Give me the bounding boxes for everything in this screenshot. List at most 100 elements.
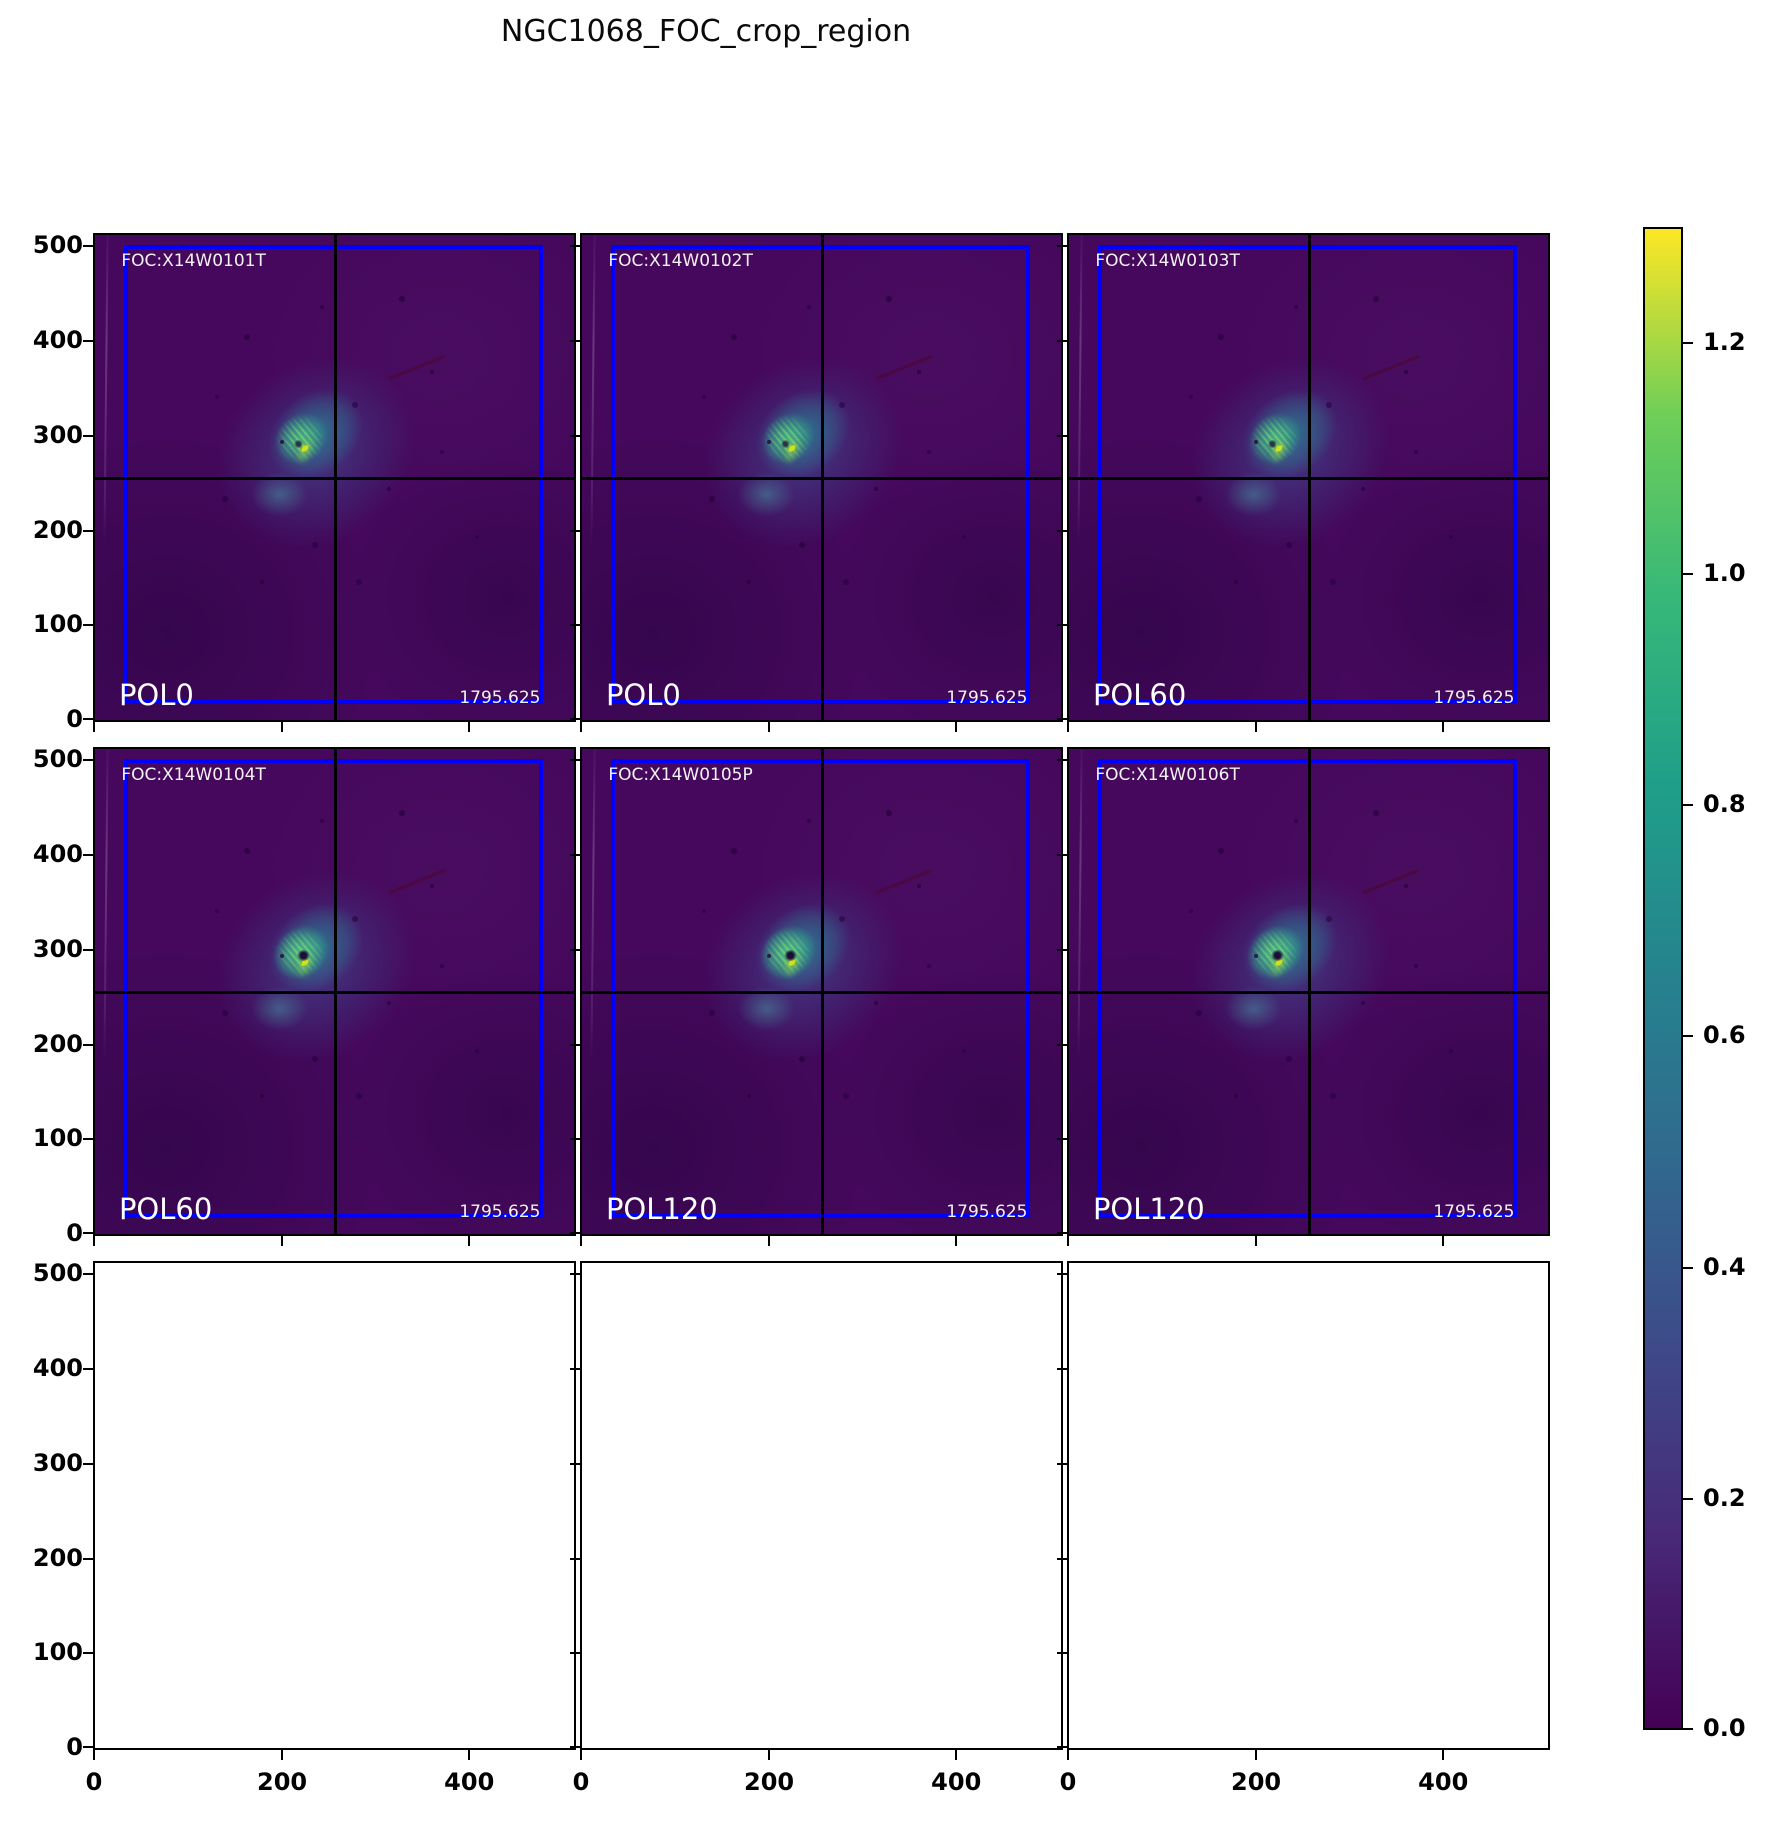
colorbar-tick: [1683, 1728, 1693, 1730]
x-tick: [281, 1750, 284, 1760]
y-tick: [570, 948, 580, 951]
colorbar-tick-label: 0.2: [1703, 1484, 1746, 1512]
foc-id-label: FOC:X14W0105P: [608, 765, 753, 786]
colorbar-tick: [1683, 804, 1693, 806]
crosshair-horizontal: [582, 476, 1061, 480]
y-tick: [1057, 1043, 1067, 1046]
x-tick: [1442, 722, 1445, 732]
x-tick: [1067, 1236, 1069, 1246]
image-panel-r1c1: FOC:X14W0105P POL120 1795.625: [570, 747, 1063, 1246]
annotation-value: 1795.625: [459, 688, 541, 709]
x-tick: [580, 1236, 582, 1246]
y-tick: [570, 529, 580, 532]
foc-id-label: FOC:X14W0101T: [121, 251, 266, 272]
y-tick: [1057, 1652, 1067, 1655]
detector-speckles: [582, 235, 586, 239]
y-tick: [1057, 434, 1067, 437]
crosshair-horizontal: [95, 990, 574, 994]
y-tick: [1057, 529, 1067, 532]
pol-filter-label: POL0: [118, 678, 194, 713]
pol-filter-label: POL60: [118, 1192, 213, 1227]
detector-speckles: [1069, 749, 1073, 753]
y-tick: [1057, 718, 1067, 720]
y-tick: [1057, 624, 1067, 627]
x-tick: [93, 722, 95, 732]
y-tick: [570, 1138, 580, 1141]
y-tick: [83, 624, 93, 627]
dark-nucleus: [781, 439, 791, 448]
y-tick-label: 500: [32, 745, 83, 774]
y-tick-label: 0: [66, 1219, 83, 1247]
y-tick: [570, 718, 580, 720]
dark-nucleus: [1268, 439, 1278, 448]
x-tick: [768, 722, 771, 732]
x-tick: [955, 1750, 958, 1760]
x-tick: [1442, 1750, 1445, 1760]
x-tick: [93, 1750, 95, 1760]
y-tick-label: 100: [32, 1124, 83, 1153]
colorbar: [1643, 227, 1683, 1730]
y-tick-label: 200: [32, 515, 83, 544]
y-tick: [570, 624, 580, 627]
dark-nucleus: [784, 950, 798, 962]
crosshair-horizontal: [95, 476, 574, 480]
empty-panel-r2c1: 0 200 400: [570, 1261, 1063, 1796]
annotation-value: 1795.625: [1433, 1202, 1515, 1223]
y-tick: [83, 1232, 93, 1234]
x-tick-label: 200: [1231, 1768, 1282, 1796]
crosshair-horizontal: [582, 990, 1061, 994]
x-tick-label: 200: [744, 1768, 795, 1796]
y-tick: [570, 854, 580, 857]
x-tick: [468, 1750, 471, 1760]
y-tick: [570, 1652, 580, 1655]
pol-filter-label: POL0: [605, 678, 681, 713]
y-tick-label: 300: [32, 420, 83, 449]
y-tick-label: 400: [32, 1354, 83, 1383]
colorbar-tick-label: 0.8: [1703, 790, 1746, 818]
x-tick: [1255, 722, 1258, 732]
colorbar-tick-label: 0.6: [1703, 1021, 1746, 1049]
x-tick: [955, 1236, 958, 1246]
y-tick: [570, 1462, 580, 1465]
dark-nucleus: [294, 439, 304, 448]
dark-nucleus: [297, 950, 311, 962]
y-tick: [1057, 854, 1067, 857]
y-tick: [1057, 1232, 1067, 1234]
y-tick: [570, 1232, 580, 1234]
y-tick: [1057, 245, 1067, 248]
y-tick: [570, 759, 580, 762]
y-tick: [83, 1368, 93, 1371]
y-tick: [1057, 948, 1067, 951]
colorbar-tick: [1683, 1267, 1693, 1269]
y-tick: [570, 340, 580, 343]
y-tick: [83, 1557, 93, 1560]
x-tick: [768, 1236, 771, 1246]
y-tick-label: 300: [32, 1448, 83, 1477]
colorbar-tick-label: 1.2: [1703, 328, 1746, 356]
x-tick: [1067, 1750, 1069, 1760]
empty-panel-r2c2: 0 200 400: [1057, 1261, 1550, 1796]
colorbar-tick-label: 1.0: [1703, 559, 1746, 587]
x-tick: [468, 1236, 471, 1246]
y-tick: [1057, 1557, 1067, 1560]
image-panel-r0c1: FOC:X14W0102T POL0 1795.625: [570, 233, 1063, 732]
x-tick-label: 400: [444, 1768, 495, 1796]
y-tick-label: 0: [66, 705, 83, 733]
y-tick: [83, 854, 93, 857]
x-tick: [955, 722, 958, 732]
x-tick: [580, 722, 582, 732]
y-tick-label: 500: [32, 1259, 83, 1288]
colorbar-tick-label: 0.0: [1703, 1714, 1746, 1742]
y-tick: [83, 1746, 93, 1748]
foc-id-label: FOC:X14W0102T: [608, 251, 753, 272]
empty-panel-r2c0: 500 400 300 200 100 0 0 200 400: [33, 1259, 576, 1796]
image-panel-r0c2: FOC:X14W0103T POL60 1795.625: [1057, 233, 1550, 732]
y-tick: [1057, 340, 1067, 343]
y-tick: [1057, 1138, 1067, 1141]
foc-id-label: FOC:X14W0106T: [1095, 765, 1240, 786]
x-tick: [1442, 1236, 1445, 1246]
colorbar-tick: [1683, 573, 1693, 575]
y-tick: [83, 245, 93, 248]
y-tick: [1057, 1273, 1067, 1276]
detector-speckles: [1069, 235, 1073, 239]
